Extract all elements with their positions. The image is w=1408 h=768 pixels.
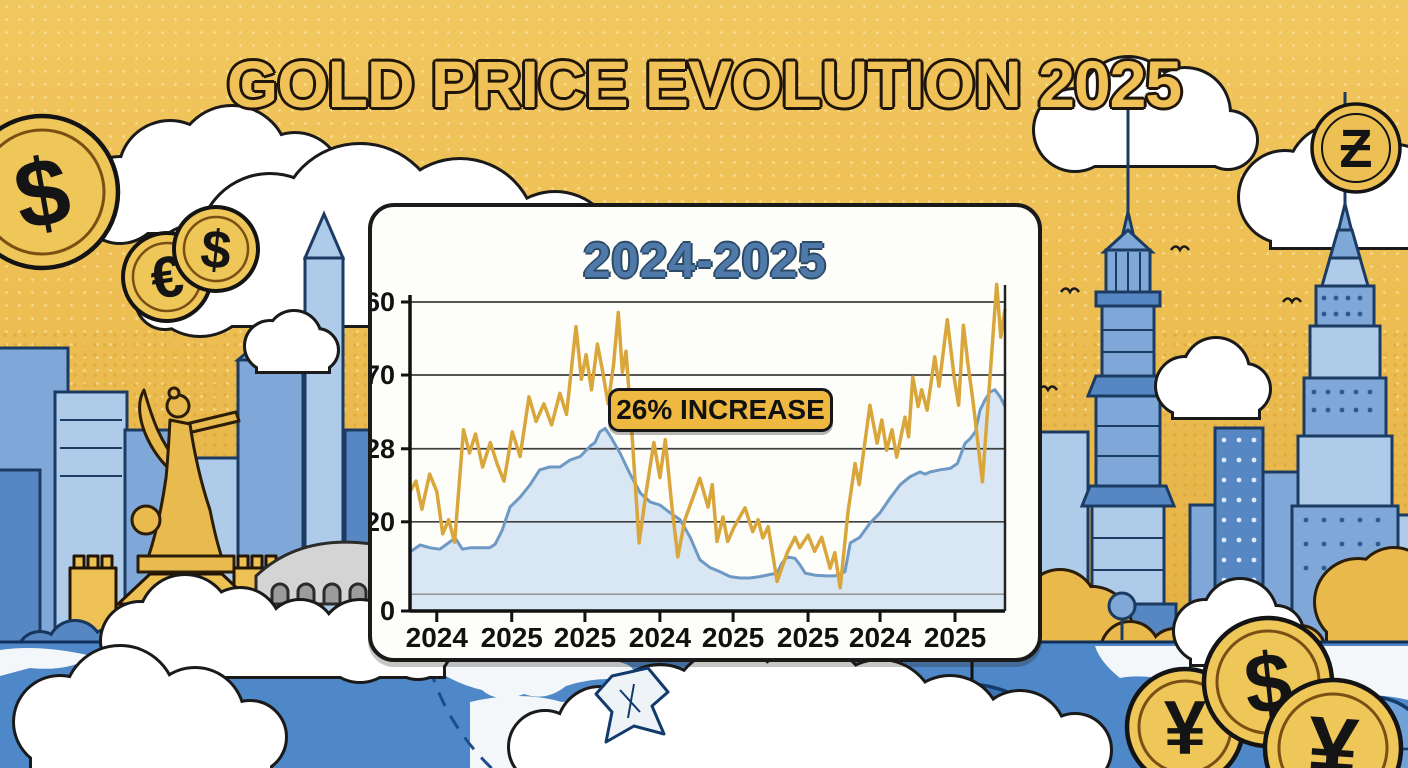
cloud-bottom-middle [507, 643, 1113, 768]
x-axis-label: 2024 [629, 622, 692, 653]
x-axis-label: 2025 [924, 622, 986, 653]
x-axis-label: 2025 [777, 622, 839, 653]
increase-badge: 26% INCREASE [608, 388, 833, 432]
continent-north-america [420, 650, 634, 699]
y-axis-label: 20 [372, 507, 395, 537]
chart-labels: 160 170 28 20 0 2024 2025 2025 2024 2025 2025 2024 2… [372, 287, 986, 653]
hill-tree [1107, 591, 1137, 640]
coin-symbol: ¥ [1304, 698, 1361, 768]
chart-panel: 160 170 28 20 0 2024 2025 2025 2024 2025 2025 2024 2… [368, 203, 1042, 662]
cloud-bottom-left-upper [99, 573, 453, 684]
coin-dollar-top-left-icon: $ [0, 113, 121, 271]
coin-dollar-small-icon: $ [172, 205, 260, 293]
clock-tower [1078, 100, 1178, 647]
cloud-statue-left [243, 309, 340, 374]
x-axis-label: 2025 [702, 622, 764, 653]
coin-yen-right-icon: ¥ [1262, 677, 1404, 768]
y-axis-label: 0 [380, 596, 395, 626]
x-axis-label: 2025 [554, 622, 616, 653]
coin-symbol: Ƶ [1340, 119, 1373, 179]
coin-symbol: ¥ [1164, 686, 1206, 768]
bottom-clouds [12, 573, 1305, 768]
chart-gridlines [410, 301, 1005, 595]
coin-zloty-top-right-icon: Ƶ [1310, 102, 1402, 194]
cloud-bottom-left-corner [12, 644, 288, 768]
chart-area-layer [410, 389, 1005, 611]
y-axis-label: 28 [372, 434, 395, 464]
y-axis-label: 160 [372, 287, 395, 317]
cloud-right-small [1154, 336, 1272, 420]
page-title: GOLD PRICE EVOLUTION 2025 [226, 47, 1182, 121]
gold-series-line [408, 282, 1007, 590]
x-axis-label: 2024 [849, 622, 912, 653]
coin-symbol: $ [198, 219, 234, 282]
x-axis-label: 2025 [481, 622, 543, 653]
chart-axes [401, 285, 1007, 622]
front-clouds [243, 309, 1272, 420]
x-axis-label: 2024 [406, 622, 469, 653]
statue-arm [184, 410, 241, 435]
chart-title: 2024-2025 [583, 234, 827, 288]
y-axis-label: 170 [372, 360, 395, 390]
chart-series-layer [408, 282, 1007, 590]
blue-series-line [409, 388, 1007, 580]
blue-series-area [410, 389, 1005, 611]
price-chart: 160 170 28 20 0 2024 2025 2025 2024 2025 2025 2024 2… [372, 282, 1007, 653]
currency-coins: $ € $ Ƶ ¥ [0, 102, 1404, 768]
